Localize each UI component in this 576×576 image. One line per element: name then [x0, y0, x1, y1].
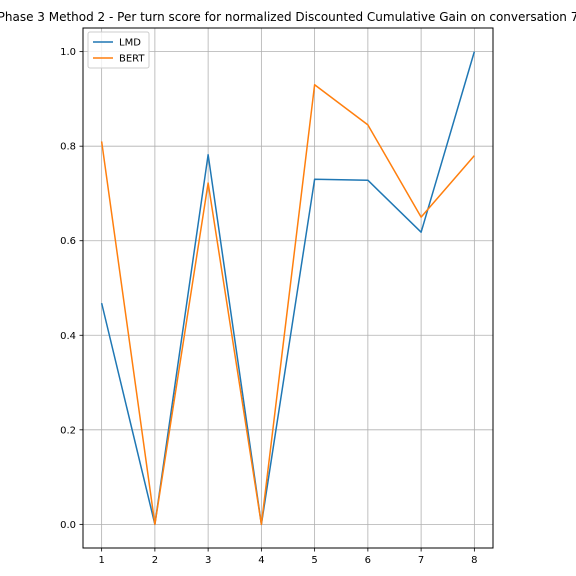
y-tick-label: 1.0 — [60, 47, 76, 58]
y-tick-label: 0.0 — [60, 520, 76, 531]
plot-frame — [82, 27, 494, 549]
x-tick-label: 2 — [152, 555, 158, 566]
legend-box — [87, 31, 150, 69]
x-tick-label: 8 — [471, 555, 477, 566]
series-line-bert — [100, 83, 475, 526]
y-tick-label: 0.2 — [60, 425, 76, 436]
x-tick-label: 6 — [365, 555, 371, 566]
grid-lines — [83, 28, 493, 548]
series-line-lmd — [100, 51, 476, 526]
x-tick-label: 5 — [311, 555, 317, 566]
y-tick-label: 0.4 — [60, 331, 76, 342]
x-tick-label: 4 — [258, 555, 264, 566]
chart-title: Phase 3 Method 2 - Per turn score for no… — [0, 10, 576, 24]
legend-label-lmd: LMD — [119, 38, 141, 49]
y-tick-label: 0.6 — [60, 236, 76, 247]
y-tick-label: 0.8 — [60, 142, 76, 153]
axis-ticks: 1 2 3 4 5 6 7 8 0.0 0.2 0.4 0.6 0.8 1.0 — [60, 47, 477, 566]
series-lines — [100, 51, 476, 526]
legend: LMD BERT — [87, 31, 150, 69]
x-tick-label: 7 — [418, 555, 424, 566]
x-tick-label: 1 — [98, 555, 104, 566]
legend-label-bert: BERT — [119, 54, 145, 65]
x-tick-label: 3 — [205, 555, 211, 566]
